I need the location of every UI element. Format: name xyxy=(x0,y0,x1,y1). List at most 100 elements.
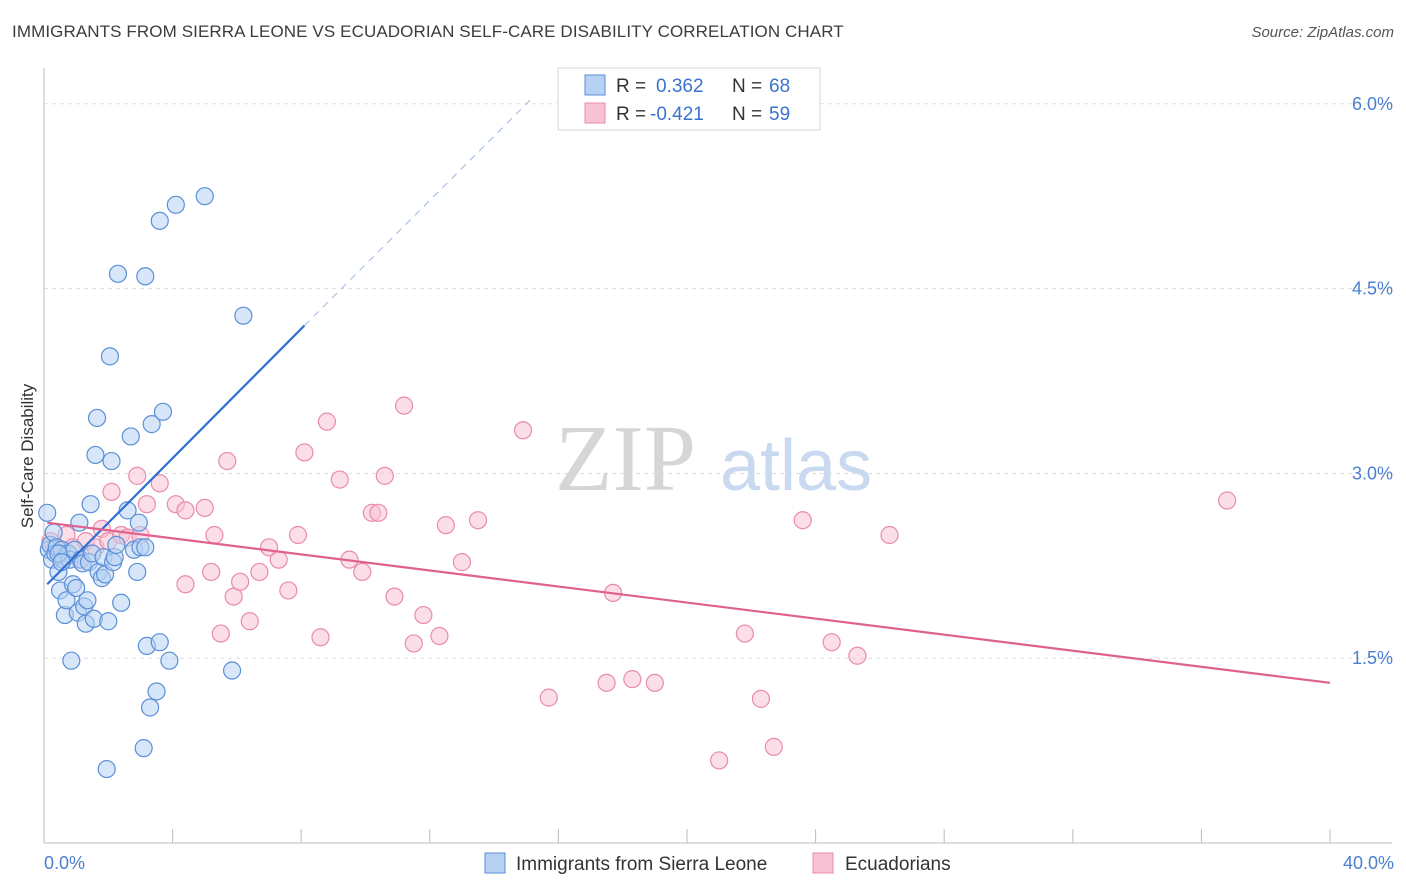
ecuadorian-point-59 xyxy=(764,737,783,757)
sierra-leone-point-0 xyxy=(38,503,57,522)
ecuadorian-point-20 xyxy=(205,525,224,545)
gridlines xyxy=(44,103,1392,659)
ecuadorian-point-31 xyxy=(279,581,298,600)
bottom-legend: Immigrants from Sierra Leone Ecuadorians xyxy=(484,852,951,875)
legend-n-value-blue: 68 xyxy=(769,76,790,97)
legend-r-label-pink: R = xyxy=(616,104,646,125)
sierra-leone-point-64 xyxy=(222,661,242,680)
sierra-leone-point-27 xyxy=(81,495,100,514)
sierra-leone-point-48 xyxy=(129,513,148,532)
sierra-leone-point-65 xyxy=(234,306,253,325)
ecuadorian-point-43 xyxy=(394,396,414,415)
sierra-leone-point-56 xyxy=(97,759,116,779)
y-tick-labels: 1.5% 3.0% 4.5% 6.0% xyxy=(1352,94,1393,668)
ecuadorian-point-36 xyxy=(330,470,349,489)
sierra-leone-point-44 xyxy=(118,501,137,520)
y-tick-label-1: 3.0% xyxy=(1352,463,1393,483)
x-tick-label-max: 40.0% xyxy=(1343,853,1394,873)
ecuadorian-point-56 xyxy=(710,751,729,770)
sierra-leone-point-42 xyxy=(108,264,128,283)
ecuadorian-point-46 xyxy=(430,626,449,646)
ecuadorian-point-19 xyxy=(195,498,214,517)
legend-n-value-pink: 59 xyxy=(769,104,790,125)
sierra-leone-point-20 xyxy=(70,513,89,532)
ecuadorian-point-24 xyxy=(211,624,230,643)
ecuadorian-point-35 xyxy=(317,412,337,431)
legend-swatch-blue xyxy=(584,74,606,96)
ecuadorian-point-32 xyxy=(288,525,308,545)
ecuadorian-point-15 xyxy=(137,495,156,514)
sierra-leone-point-31 xyxy=(87,408,107,428)
axes xyxy=(43,68,1392,844)
chart-title: IMMIGRANTS FROM SIERRA LEONE VS ECUADORI… xyxy=(12,22,844,41)
ecuadorian-point-28 xyxy=(250,562,269,582)
ecuadorian-point-13 xyxy=(128,466,147,485)
sierra-leone-point-67 xyxy=(52,553,71,572)
sierra-leone-point-15 xyxy=(62,651,81,670)
sierra-leone-point-18 xyxy=(67,578,86,598)
sierra-leone-point-37 xyxy=(100,347,120,366)
sierra-leone-point-36 xyxy=(99,612,118,631)
sierra-leone-point-43 xyxy=(112,593,131,612)
y-axis-title: Self-Care Disability xyxy=(18,383,37,528)
ecuadorian-point-57 xyxy=(735,624,754,643)
sierra-leone-point-45 xyxy=(121,427,140,446)
x-tick-label-min: 0.0% xyxy=(44,853,85,873)
sierra-leone-point-58 xyxy=(150,211,169,230)
ecuadorian-point-55 xyxy=(645,673,664,692)
sierra-leone-trendline-extension xyxy=(303,97,534,326)
zipatlas-watermark: ZIP atlas xyxy=(555,407,872,511)
series-sierra-leone xyxy=(38,187,253,779)
sierra-leone-point-25 xyxy=(78,591,97,610)
ecuadorian-point-47 xyxy=(436,516,455,535)
sierra-leone-point-47 xyxy=(128,562,147,582)
ecuadorian-point-21 xyxy=(218,451,237,471)
ecuadorian-point-64 xyxy=(1218,491,1237,510)
sierra-leone-point-55 xyxy=(140,698,160,717)
sierra-leone-point-51 xyxy=(136,267,155,286)
bottom-legend-swatch-pink xyxy=(812,852,834,874)
ecuadorian-point-18 xyxy=(176,501,195,520)
sierra-leone-point-54 xyxy=(136,538,155,557)
ecuadorian-point-40 xyxy=(369,503,388,522)
ecuadorian-point-52 xyxy=(597,673,616,692)
watermark-atlas: atlas xyxy=(720,426,872,506)
ecuadorian-point-48 xyxy=(452,553,472,572)
sierra-leone-point-38 xyxy=(102,451,121,471)
ecuadorian-point-60 xyxy=(793,511,812,530)
y-tick-label-0: 1.5% xyxy=(1352,648,1393,668)
sierra-leone-point-53 xyxy=(147,682,166,701)
ecuadorian-point-51 xyxy=(539,688,558,707)
ecuadorian-point-26 xyxy=(231,572,250,591)
legend-n-label-pink: N = xyxy=(732,104,762,125)
sierra-leone-trendline xyxy=(46,324,306,586)
legend-r-label-blue: R = xyxy=(616,76,646,97)
ecuadorian-point-27 xyxy=(240,612,259,631)
bottom-legend-swatch-blue xyxy=(484,852,506,874)
ecuadorian-point-49 xyxy=(468,511,488,530)
ecuadorian-point-30 xyxy=(269,550,288,569)
ecuadorian-point-16 xyxy=(150,474,169,493)
sierra-leone-point-60 xyxy=(150,633,169,652)
sierra-leone-point-59 xyxy=(153,402,173,421)
sierra-leone-point-63 xyxy=(195,187,214,206)
ecuadorian-point-10 xyxy=(102,482,121,501)
ecuadorian-point-22 xyxy=(176,575,195,594)
ecuadorian-trendline xyxy=(47,521,1331,684)
sierra-leone-point-41 xyxy=(107,535,126,554)
ecuadorian-point-61 xyxy=(822,633,841,652)
ecuadorian-point-33 xyxy=(295,443,314,462)
legend-swatch-pink xyxy=(584,102,606,124)
x-ticks xyxy=(43,829,1331,843)
y-tick-label-3: 6.0% xyxy=(1352,94,1393,114)
legend-r-value-blue: 0.362 xyxy=(656,76,704,97)
y-tick-label-2: 4.5% xyxy=(1352,279,1393,299)
sierra-leone-point-57 xyxy=(142,415,161,434)
ecuadorian-point-63 xyxy=(880,525,899,545)
sierra-leone-point-4 xyxy=(44,523,63,542)
sierra-leone-point-61 xyxy=(160,651,179,670)
ecuadorian-point-34 xyxy=(311,628,330,647)
trendlines xyxy=(46,97,1331,684)
ecuadorian-point-44 xyxy=(404,634,423,653)
bottom-legend-label-blue: Immigrants from Sierra Leone xyxy=(516,854,767,875)
